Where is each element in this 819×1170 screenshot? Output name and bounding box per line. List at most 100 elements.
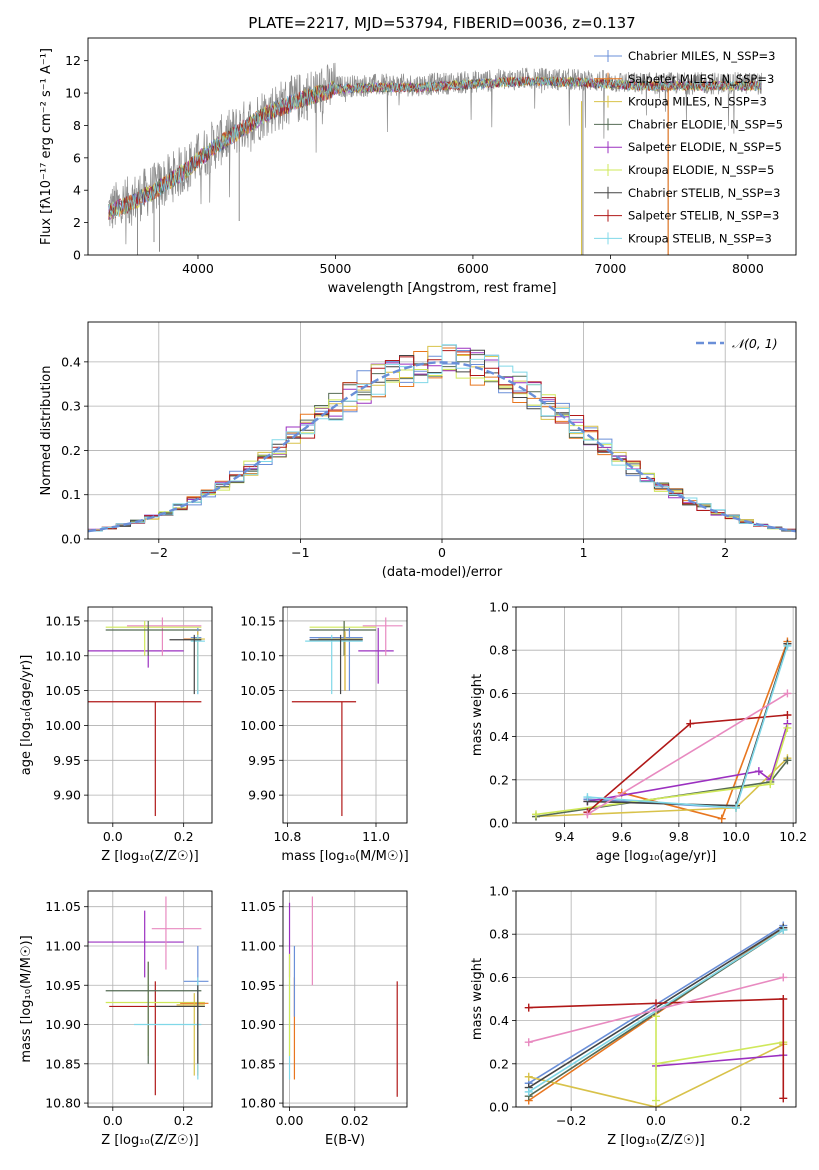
residuals-xtick-label: 0	[438, 545, 446, 560]
legend-label: Kroupa MILES, N_SSP=3	[628, 95, 767, 109]
mass_weight_vs_age-xtick-label: 10.0	[722, 829, 750, 844]
series-marker	[783, 723, 792, 732]
spectrum-ytick-label: 4	[73, 183, 81, 198]
mass_vs_Z-xtick-label: 0.2	[174, 1113, 194, 1128]
mass_vs_Z-xtick-label: 0.0	[103, 1113, 123, 1128]
legend-label: Kroupa ELODIE, N_SSP=5	[628, 163, 774, 177]
spectrum-xtick-label: 7000	[595, 261, 627, 276]
age_vs_mass-ytick-label: 9.95	[248, 753, 276, 768]
age_vs_Z-xlabel: Z [log₁₀(Z/Z☉)]	[101, 849, 198, 864]
residuals-ytick-label: 0.2	[61, 443, 81, 458]
series-marker	[524, 1003, 533, 1012]
mass_vs_Z-ytick-label: 10.90	[45, 1017, 81, 1032]
residuals-xtick-label: 1	[580, 545, 588, 560]
age_vs_Z-ytick-label: 9.90	[53, 788, 81, 803]
mass_weight_vs_Z-xtick-label: −0.2	[556, 1113, 586, 1128]
mass_weight_vs_Z-ytick-label: 0.8	[489, 927, 509, 942]
legend-label: Salpeter MILES, N_SSP=3	[628, 72, 774, 86]
residuals-xtick-label: −2	[150, 545, 168, 560]
spectrum-ytick-label: 12	[65, 53, 81, 68]
mass_vs_ebv-ytick-label: 10.95	[240, 978, 276, 993]
residuals-frame	[87, 321, 797, 540]
series-line-salpeter_stelib	[528, 998, 785, 1099]
mass_weight_vs_age-xlabel: age [log₁₀(age/yr)]	[596, 849, 717, 864]
spectrum-ytick-label: 0	[73, 248, 81, 263]
mass_weight_vs_age-xtick-label: 10.2	[779, 829, 807, 844]
spectrum-ylabel: Flux [fλ10⁻¹⁷ erg cm⁻² s⁻¹ A⁻¹]	[39, 48, 54, 245]
mass_vs_ebv-ytick-label: 11.00	[240, 938, 276, 953]
spectrum-xlabel: wavelength [Angstrom, rest frame]	[328, 281, 557, 296]
legend-label: Chabrier STELIB, N_SSP=3	[628, 186, 780, 200]
residuals-xlabel: (data-model)/error	[382, 565, 503, 580]
series-marker	[524, 1087, 533, 1096]
spectrum-xtick-label: 8000	[732, 261, 764, 276]
age_vs_mass-ytick-label: 10.05	[240, 683, 276, 698]
mass_vs_Z-ytick-label: 11.05	[45, 899, 81, 914]
spectrum-ytick-label: 6	[73, 150, 81, 165]
age_vs_mass-xtick-label: 10.8	[274, 829, 302, 844]
series-marker	[783, 641, 792, 650]
age_vs_mass-xtick-label: 11.0	[362, 829, 390, 844]
mass_weight_vs_age-ytick-label: 0.0	[489, 816, 509, 831]
mass_weight_vs_age-ytick-label: 0.8	[489, 643, 509, 658]
mass_weight_vs_Z-plot	[524, 921, 788, 1107]
mass_weight_vs_age-xtick-label: 9.4	[555, 829, 575, 844]
mass_weight_vs_age-ytick-label: 0.6	[489, 686, 509, 701]
mass_weight_vs_Z-ytick-label: 1.0	[489, 884, 509, 899]
mass_weight_vs_age-frame	[515, 606, 797, 824]
mass_weight_vs_Z-ytick-label: 0.4	[489, 1013, 509, 1028]
series-marker	[779, 973, 788, 982]
residuals-ytick-label: 0.3	[61, 399, 81, 414]
mass_vs_ebv-ytick-label: 10.80	[240, 1096, 276, 1111]
series-line-kroupa_elodie	[655, 1041, 784, 1065]
hist-step-kroupa_stelib	[88, 344, 796, 532]
mass_weight_vs_Z-frame	[515, 890, 797, 1108]
mass_weight_vs_Z-ytick-label: 0.6	[489, 970, 509, 985]
mass_weight_vs_age-ytick-label: 0.4	[489, 729, 509, 744]
age_vs_Z-xtick-label: 0.2	[174, 829, 194, 844]
age_vs_mass-frame	[282, 606, 408, 824]
series-marker	[583, 810, 592, 819]
age_vs_Z-ytick-label: 9.95	[53, 753, 81, 768]
age_vs_Z-ytick-label: 10.05	[45, 683, 81, 698]
mass_vs_Z-axes: 0.0 0.2 10.80 10.85 10.90 10.95 11.00 11.05 Z [l…	[19, 891, 212, 1148]
series-marker	[652, 1096, 660, 1105]
mass_weight_vs_Z-ylabel: mass weight	[470, 958, 485, 1040]
residuals-xtick-label: 2	[721, 545, 729, 560]
mass_weight_vs_age-ytick-label: 1.0	[489, 600, 509, 615]
residuals-ytick-label: 0.4	[61, 354, 81, 369]
series-marker	[779, 925, 788, 934]
spectrum-xtick-label: 6000	[457, 261, 489, 276]
series-marker	[524, 1072, 533, 1081]
series-marker	[732, 803, 740, 812]
spectrum-xtick-label: 4000	[182, 261, 214, 276]
age_vs_Z-plot	[88, 617, 205, 817]
age_vs_Z-ytick-label: 10.10	[45, 648, 81, 663]
age_vs_Z-ytick-label: 10.15	[45, 613, 81, 628]
series-marker	[783, 756, 792, 765]
mass_vs_Z-xlabel: Z [log₁₀(Z/Z☉)]	[101, 1133, 198, 1148]
mass_weight_vs_age-ylabel: mass weight	[470, 674, 485, 756]
series-marker	[754, 767, 763, 776]
age_vs_mass-ytick-label: 10.00	[240, 718, 276, 733]
mass_weight_vs_Z-xtick-label: 0.2	[731, 1113, 751, 1128]
legend-label: Salpeter ELODIE, N_SSP=5	[628, 140, 782, 154]
mass_vs_ebv-ytick-label: 11.05	[240, 899, 276, 914]
mass_vs_ebv-ytick-label: 10.85	[240, 1056, 276, 1071]
mass_vs_Z-plot	[88, 896, 209, 1096]
series-marker	[532, 810, 540, 819]
mass_vs_ebv-xtick-label: 0.00	[276, 1113, 304, 1128]
spectrum-legend: Chabrier MILES, N_SSP=3 Salpeter MILES, N…	[594, 49, 783, 245]
mass_vs_Z-ytick-label: 10.95	[45, 978, 81, 993]
residuals-xtick-label: −1	[291, 545, 309, 560]
series-marker	[583, 793, 592, 802]
mass_vs_Z-ylabel: mass [log₁₀(M/M☉)]	[19, 935, 34, 1062]
mass_vs_ebv-ytick-label: 10.90	[240, 1017, 276, 1032]
residuals-ytick-label: 0.1	[61, 487, 81, 502]
age_vs_Z-ylabel: age [log₁₀(age/yr)]	[19, 655, 34, 776]
mass_weight_vs_age-ytick-label: 0.2	[489, 772, 509, 787]
series-line-salpeter_elodie	[587, 723, 789, 803]
mass_vs_Z-ytick-label: 11.00	[45, 938, 81, 953]
spectrum-ytick-label: 8	[73, 118, 81, 133]
